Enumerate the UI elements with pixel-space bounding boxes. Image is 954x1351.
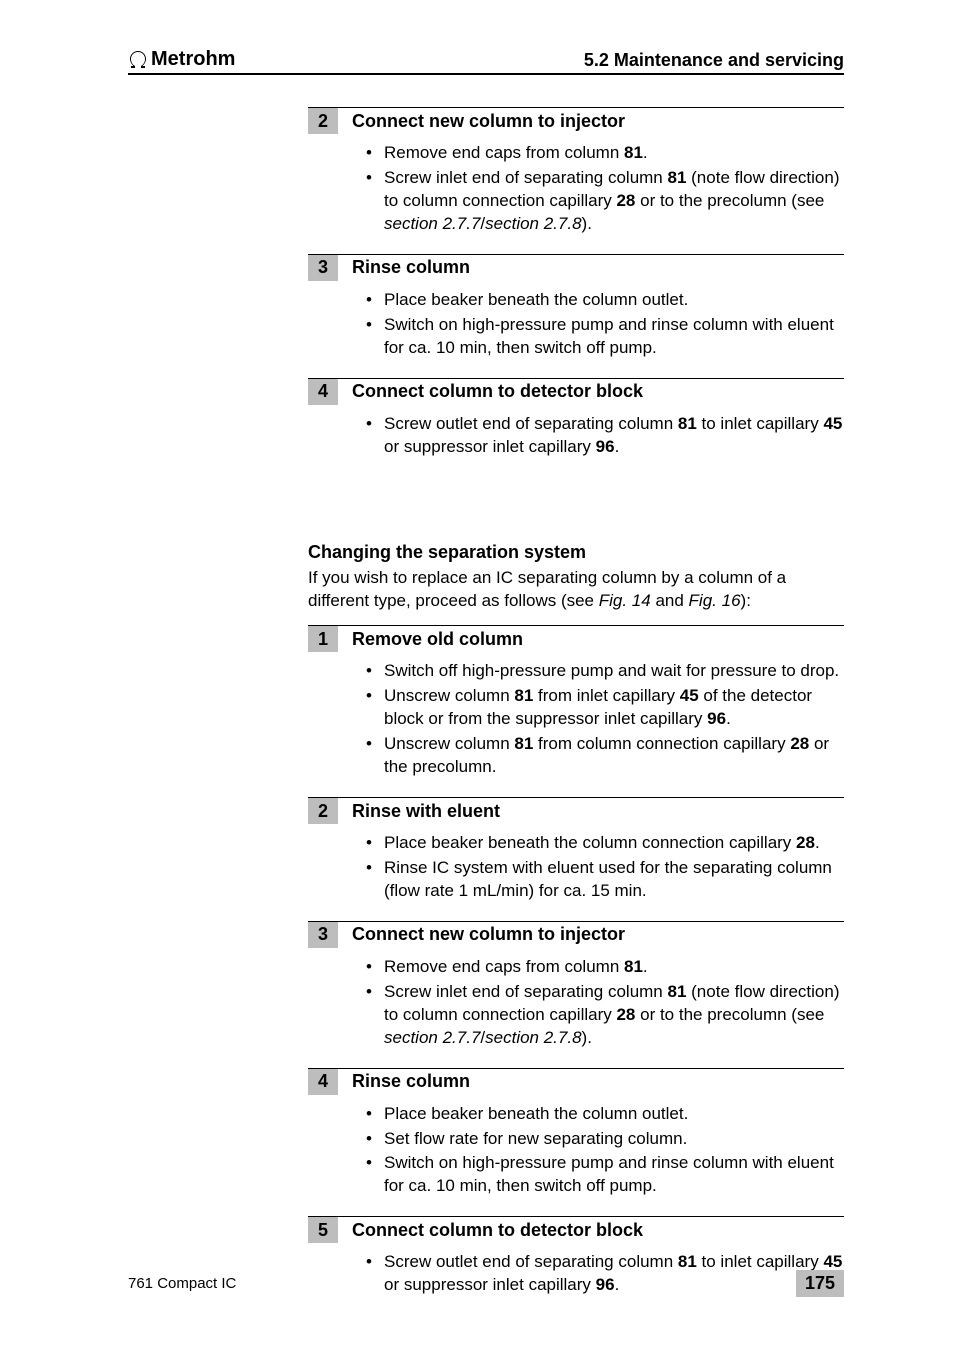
step-bullets: Remove end caps from column 81.Screw inl…	[308, 134, 844, 242]
step-bullets: Place beaker beneath the column connecti…	[308, 824, 844, 909]
bullet-item: Unscrew column 81 from inlet capillary 4…	[366, 685, 844, 731]
step-bullets: Switch off high-pressure pump and wait f…	[308, 652, 844, 785]
step-title: Connect new column to injector	[352, 111, 625, 132]
step-number: 3	[308, 255, 338, 281]
step-header: 3 Connect new column to injector	[308, 921, 844, 948]
bullet-item: Switch off high-pressure pump and wait f…	[366, 660, 844, 683]
step-number: 5	[308, 1217, 338, 1243]
header-section-title: 5.2 Maintenance and servicing	[584, 50, 844, 71]
step-number: 2	[308, 108, 338, 134]
step-title: Rinse column	[352, 1071, 470, 1092]
step-header: 1 Remove old column	[308, 625, 844, 652]
bullet-item: Screw outlet end of separating column 81…	[366, 413, 844, 459]
step-title: Connect column to detector block	[352, 1220, 643, 1241]
bullet-item: Remove end caps from column 81.	[366, 956, 844, 979]
step-bullets: Screw outlet end of separating column 81…	[308, 405, 844, 465]
bullet-item: Unscrew column 81 from column connection…	[366, 733, 844, 779]
step-title: Rinse with eluent	[352, 801, 500, 822]
step-number: 3	[308, 922, 338, 948]
bullet-item: Switch on high-pressure pump and rinse c…	[366, 1152, 844, 1198]
page-footer: 761 Compact IC 175	[128, 1270, 844, 1297]
step-header: 2 Connect new column to injector	[308, 107, 844, 134]
bullet-item: Rinse IC system with eluent used for the…	[366, 857, 844, 903]
step-title: Connect new column to injector	[352, 924, 625, 945]
changing-steps: 1 Remove old column Switch off high-pressu…	[308, 625, 844, 1303]
group-a-steps: 2Connect new column to injectorRemove en…	[308, 107, 844, 464]
step-title: Rinse column	[352, 257, 470, 278]
step-header: 2 Rinse with eluent	[308, 797, 844, 824]
bullet-item: Switch on high-pressure pump and rinse c…	[366, 314, 844, 360]
bullet-item: Place beaker beneath the column outlet.	[366, 1103, 844, 1126]
changing-intro: If you wish to replace an IC separating …	[308, 567, 844, 613]
step-bullets: Remove end caps from column 81.Screw inl…	[308, 948, 844, 1056]
main-content: 2Connect new column to injectorRemove en…	[308, 107, 844, 1303]
footer-doc: 761 Compact IC	[128, 1275, 236, 1292]
page-number: 175	[796, 1270, 844, 1297]
step-bullets: Place beaker beneath the column outlet.S…	[308, 281, 844, 366]
bullet-item: Screw inlet end of separating column 81 …	[366, 981, 844, 1050]
page-header: Metrohm 5.2 Maintenance and servicing	[128, 48, 844, 75]
step-header: 4 Connect column to detector block	[308, 378, 844, 405]
bullet-item: Set flow rate for new separating column.	[366, 1128, 844, 1151]
step-number: 2	[308, 798, 338, 824]
step-number: 1	[308, 626, 338, 652]
step-number: 4	[308, 1069, 338, 1095]
step-bullets: Place beaker beneath the column outlet.S…	[308, 1095, 844, 1205]
changing-heading: Changing the separation system	[308, 542, 844, 563]
step-title: Connect column to detector block	[352, 381, 643, 402]
brand-logo: Metrohm	[128, 48, 235, 71]
step-header: 5 Connect column to detector block	[308, 1216, 844, 1243]
bullet-item: Screw inlet end of separating column 81 …	[366, 167, 844, 236]
bullet-item: Place beaker beneath the column connecti…	[366, 832, 844, 855]
brand-text: Metrohm	[151, 48, 235, 71]
step-title: Remove old column	[352, 629, 523, 650]
bullet-item: Place beaker beneath the column outlet.	[366, 289, 844, 312]
omega-icon	[128, 51, 148, 69]
step-header: 3 Rinse column	[308, 254, 844, 281]
step-header: 4 Rinse column	[308, 1068, 844, 1095]
step-number: 4	[308, 379, 338, 405]
bullet-item: Remove end caps from column 81.	[366, 142, 844, 165]
